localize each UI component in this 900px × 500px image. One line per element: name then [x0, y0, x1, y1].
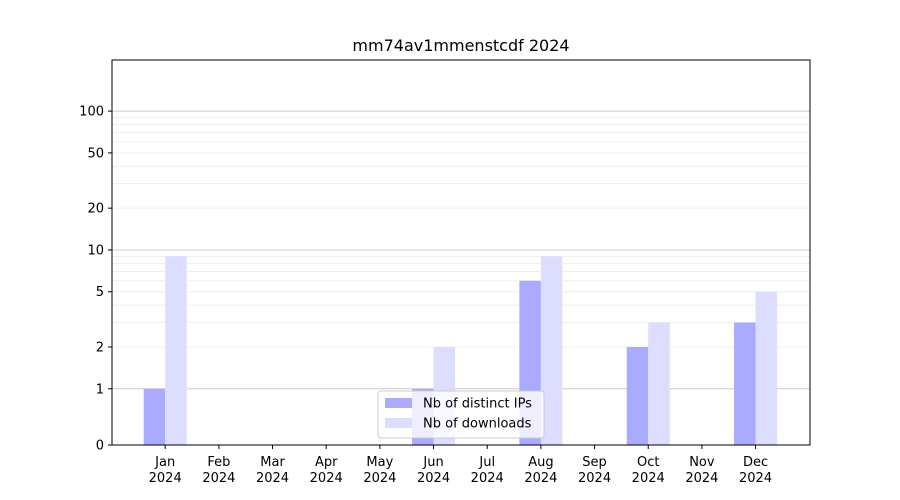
x-tick-label-month: Jul: [478, 455, 495, 470]
y-tick-label: 5: [96, 285, 104, 300]
legend: Nb of distinct IPs Nb of downloads: [377, 390, 545, 439]
x-tick-label-month: Apr: [315, 455, 338, 470]
x-tick-label-year: 2024: [202, 471, 235, 486]
y-axis: 0 1 2 5 10 20 50 100: [79, 105, 112, 454]
bar-downloads: [540, 256, 563, 445]
x-tick-label-year: 2024: [363, 471, 396, 486]
x-tick-label-year: 2024: [417, 471, 450, 486]
x-tick-label-year: 2024: [149, 471, 182, 486]
x-tick-label-month: Jan: [154, 455, 175, 470]
x-tick-label-month: Jun: [422, 455, 443, 470]
x-tick-label-month: Nov: [689, 455, 715, 470]
x-tick-label-year: 2024: [632, 471, 665, 486]
bar-distinct-ips: [626, 347, 649, 445]
x-tick-label-year: 2024: [578, 471, 611, 486]
bar-downloads: [165, 256, 187, 445]
y-tick-label: 100: [79, 105, 104, 120]
x-axis: Jan2024Feb2024Mar2024Apr2024May2024Jun20…: [149, 445, 772, 486]
x-tick-label-month: May: [366, 455, 393, 470]
y-tick-label: 1: [96, 382, 104, 397]
bar-downloads: [755, 291, 778, 445]
legend-label: Nb of distinct IPs: [423, 397, 532, 412]
x-tick-label-month: Mar: [260, 455, 285, 470]
legend-box: [377, 390, 545, 439]
x-tick-label-month: Sep: [582, 455, 607, 470]
legend-label: Nb of downloads: [423, 417, 532, 432]
x-tick-label-year: 2024: [310, 471, 343, 486]
y-tick-label: 0: [96, 439, 104, 454]
legend-swatch: [385, 398, 412, 408]
y-tick-label: 10: [87, 243, 104, 258]
x-tick-label-month: Feb: [207, 455, 230, 470]
x-tick-label-year: 2024: [256, 471, 289, 486]
x-tick-label-year: 2024: [739, 471, 772, 486]
x-tick-label-month: Aug: [528, 455, 553, 470]
grid-lines: [112, 110, 810, 390]
x-tick-label-year: 2024: [471, 471, 504, 486]
bar-distinct-ips: [734, 322, 756, 445]
chart-title: mm74av1mmenstcdf 2024: [352, 36, 569, 55]
y-tick-label: 2: [96, 341, 104, 356]
bar-downloads: [648, 322, 670, 445]
plot-frame: [111, 59, 811, 446]
bar-distinct-ips: [143, 388, 166, 445]
y-tick-label: 50: [87, 146, 104, 161]
y-tick-label: 20: [87, 202, 104, 217]
x-tick-label-year: 2024: [524, 471, 557, 486]
legend-swatch: [385, 418, 412, 428]
x-tick-label-year: 2024: [685, 471, 718, 486]
x-tick-label-month: Dec: [743, 455, 768, 470]
x-tick-label-month: Oct: [637, 455, 659, 470]
